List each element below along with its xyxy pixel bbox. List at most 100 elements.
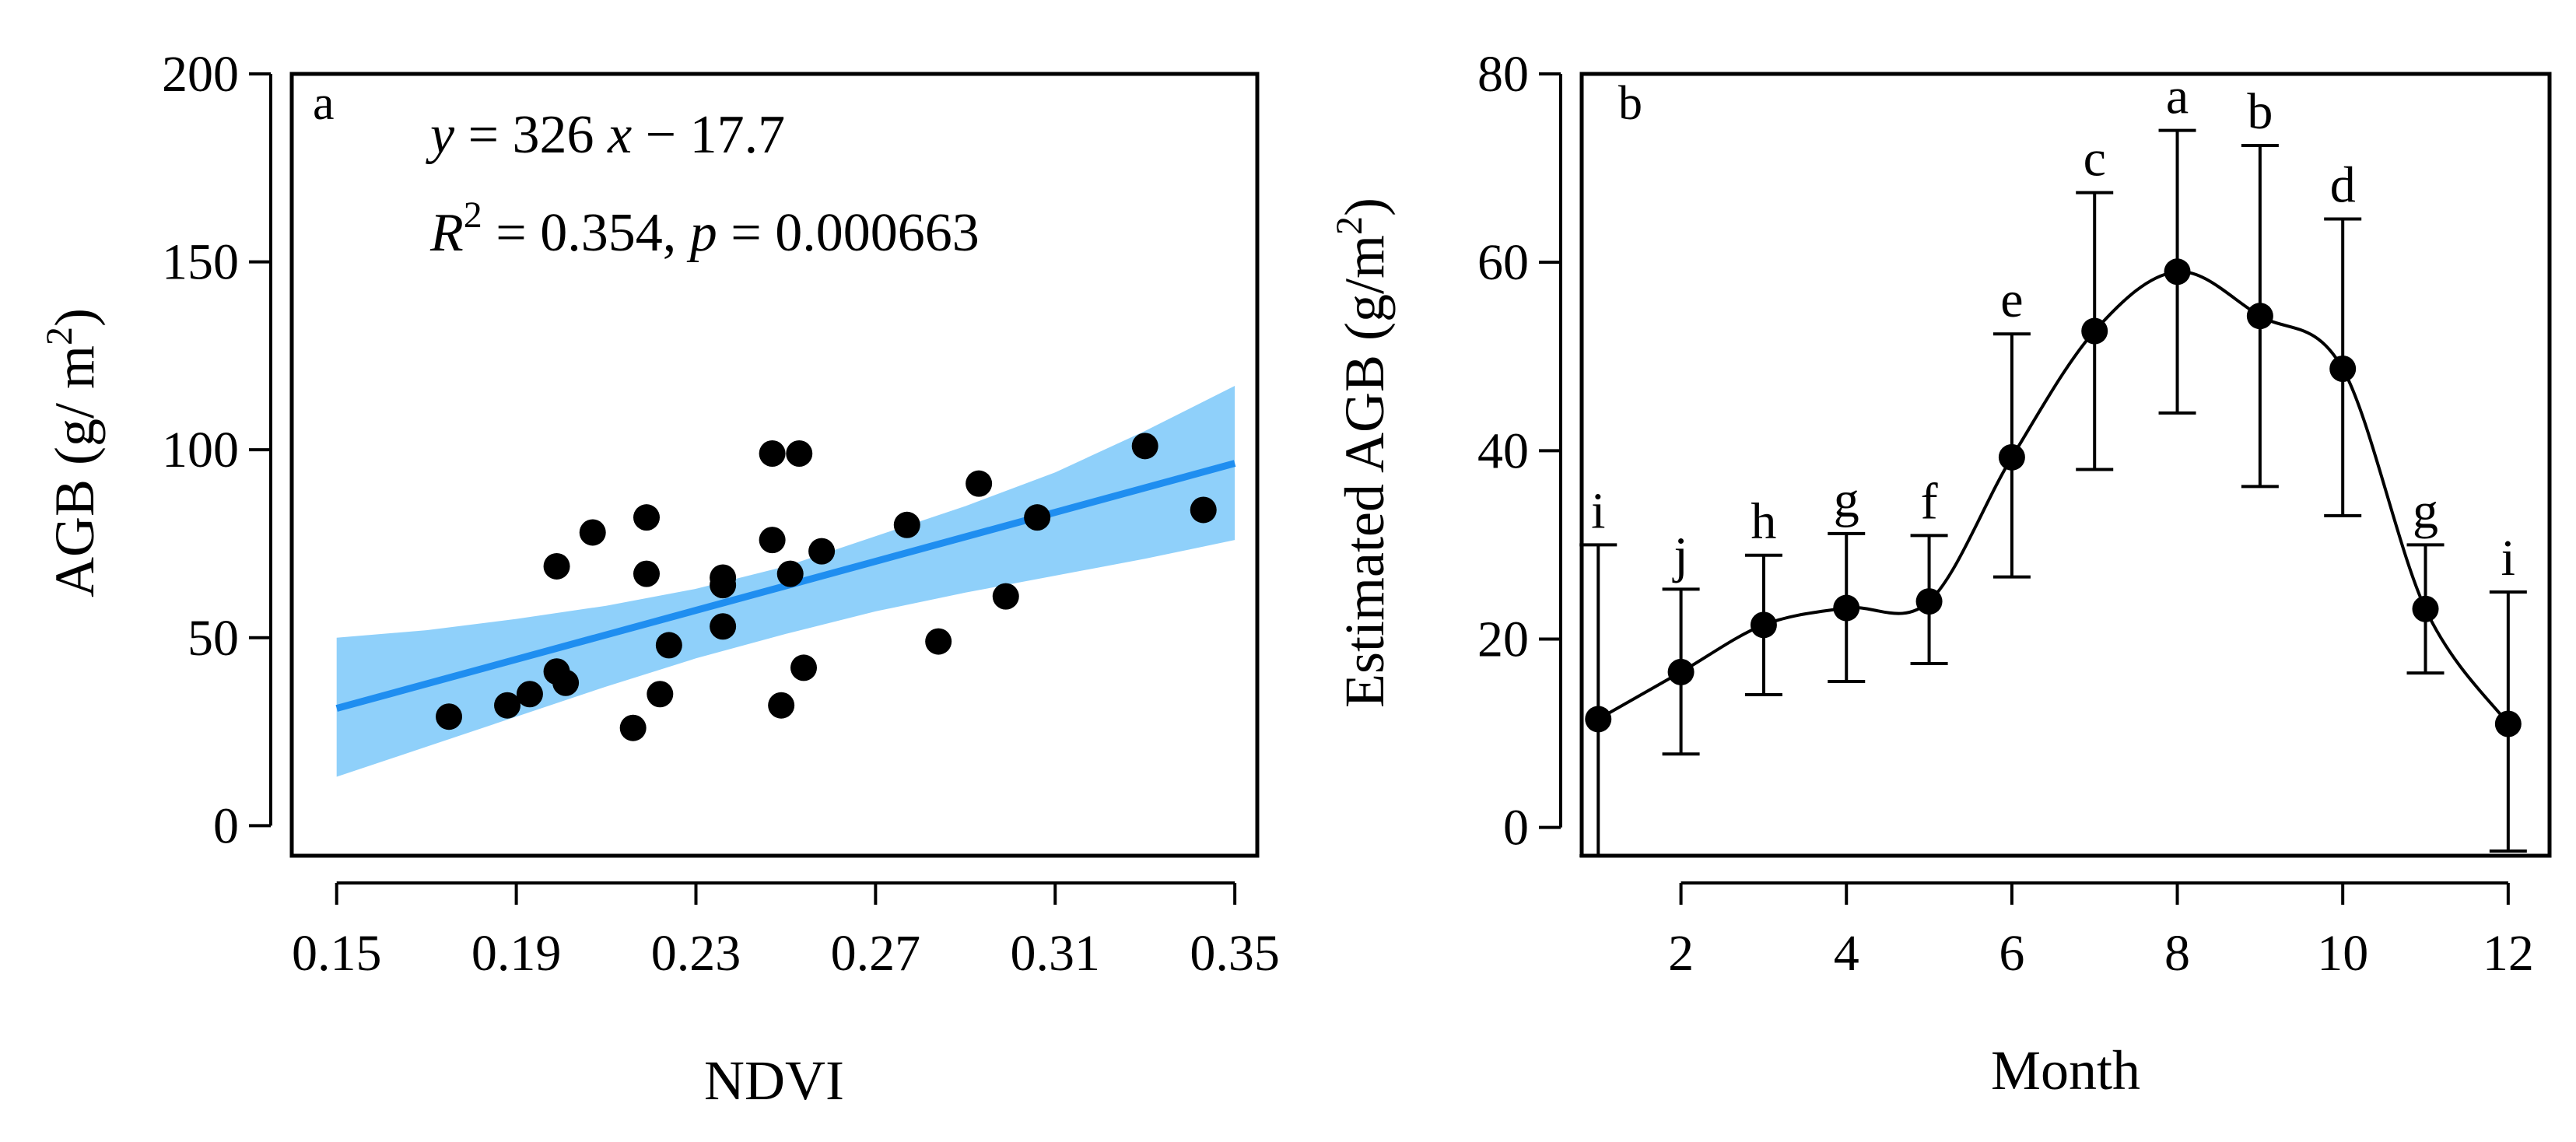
data-point (893, 511, 920, 538)
data-point (759, 527, 786, 554)
significance-letter: g (1834, 471, 1859, 528)
y-title-close-a: ) (44, 308, 106, 327)
data-point (1024, 504, 1051, 531)
x-tick-label-a: 0.35 (1190, 925, 1280, 982)
mean-points-layer (1585, 258, 2522, 737)
significance-letter: h (1751, 493, 1776, 550)
y-tick-label-a: 100 (162, 422, 239, 478)
y-tick-label-b: 80 (1477, 46, 1529, 103)
significance-letter: b (2247, 83, 2273, 140)
eq-r2-value: = 0.354, (482, 203, 690, 263)
x-tick-label-b: 2 (1668, 925, 1694, 982)
mean-point (1667, 658, 1695, 685)
data-point (579, 519, 606, 546)
y-tick-label-b: 20 (1477, 611, 1529, 668)
data-point (633, 560, 660, 587)
x-axis-title-b: Month (1991, 1039, 2140, 1102)
x-tick-label-a: 0.19 (471, 925, 562, 982)
mean-point (1750, 611, 1777, 639)
plot-frame-b (1579, 72, 2552, 858)
data-point (1190, 496, 1217, 524)
x-axis-a: 0.15 0.19 0.23 0.27 0.31 0.35 (292, 881, 1280, 982)
data-point (759, 440, 786, 468)
data-point (543, 552, 570, 580)
mean-point (2246, 303, 2273, 330)
error-bars-layer (1579, 128, 2527, 857)
x-axis-b: 2 4 6 8 10 12 (1668, 881, 2534, 982)
significance-letter: c (2084, 131, 2106, 187)
mean-point (1833, 594, 1860, 622)
mean-point (2494, 710, 2522, 737)
y-axis-title-b: Estimated AGB (g/m2) (1329, 198, 1396, 708)
y-tick-label-b: 40 (1477, 422, 1529, 479)
data-point (552, 669, 580, 696)
eq-y-symbol: y (426, 105, 455, 165)
data-point (966, 470, 993, 497)
y-tick-label-a: 50 (188, 610, 239, 667)
x-tick-label-b: 10 (2317, 925, 2368, 982)
significance-letter: i (2501, 530, 2515, 587)
plot-frame-a (289, 72, 1260, 858)
eq-p-value: = 0.000663 (717, 203, 980, 263)
mean-point (2164, 258, 2191, 286)
mean-point (2412, 595, 2439, 622)
data-point (925, 628, 952, 655)
data-point (436, 703, 463, 730)
y-title-main-a: AGB (g/ m (44, 345, 106, 597)
y-title-close-b: ) (1334, 198, 1396, 216)
y-tick-label-a: 150 (162, 234, 239, 291)
panel-label-b: b (1618, 77, 1642, 130)
data-point (1131, 433, 1158, 460)
data-point (710, 564, 737, 591)
smooth-curve-layer (1597, 270, 2510, 725)
x-tick-label-b: 4 (1834, 925, 1859, 982)
regression-equation: y = 326 x − 17.7 (426, 105, 785, 165)
eq-p-symbol: p (686, 203, 717, 263)
regression-stats: R2 = 0.354, p = 0.000663 (429, 194, 980, 263)
y-tick-label-a: 0 (213, 797, 239, 854)
eq-x-symbol: x (607, 105, 632, 165)
data-point (494, 692, 521, 719)
y-title-main-b: Estimated AGB (g/m (1334, 235, 1396, 708)
significance-letter: f (1921, 473, 1938, 530)
y-axis-title-a: AGB (g/ m2) (39, 308, 106, 597)
significance-letter: g (2413, 482, 2438, 539)
data-point (655, 632, 682, 659)
significance-letter: e (2000, 271, 2023, 328)
eq-r-sup: 2 (464, 194, 482, 236)
data-point (710, 613, 737, 640)
x-tick-label-a: 0.23 (651, 925, 741, 982)
x-tick-label-a: 0.27 (831, 925, 921, 982)
x-axis-title-a: NDVI (704, 1049, 844, 1112)
data-point (768, 692, 795, 719)
mean-point (1998, 443, 2025, 471)
eq-slope: = 326 (454, 105, 608, 165)
y-tick-label-b: 60 (1477, 234, 1529, 291)
y-tick-label-b: 0 (1503, 800, 1529, 856)
mean-point (2081, 317, 2108, 345)
mean-point (2329, 355, 2357, 382)
mean-point (1915, 588, 1943, 615)
y-title-sup-b: 2 (1329, 216, 1370, 235)
y-tick-label-a: 200 (162, 46, 239, 103)
data-point (992, 583, 1019, 610)
y-axis-a: 0 50 100 150 200 (162, 46, 272, 854)
data-point (776, 560, 804, 587)
x-tick-label-a: 0.15 (292, 925, 382, 982)
significance-letter: i (1591, 482, 1605, 539)
eq-intercept: − 17.7 (632, 105, 785, 165)
significance-letter: a (2166, 68, 2189, 125)
y-axis-b: 0 20 40 60 80 (1477, 46, 1562, 856)
scatter-points-layer (436, 433, 1217, 741)
significance-letter: j (1672, 527, 1688, 583)
data-point (786, 440, 813, 468)
data-point (790, 654, 818, 681)
trend-curve (1597, 270, 2510, 725)
significance-letter: d (2330, 156, 2356, 213)
data-point (633, 504, 660, 531)
panel-label-a: a (313, 77, 335, 130)
